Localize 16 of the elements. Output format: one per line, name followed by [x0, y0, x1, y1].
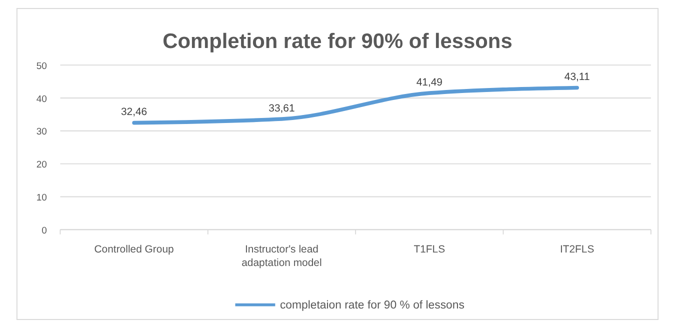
data-label: 41,49	[416, 77, 443, 88]
x-tick-label: Instructor's lead adaptation model	[242, 244, 322, 269]
legend-label: completaion rate for 90 % of lessons	[280, 300, 465, 312]
x-tick-label: IT2FLS	[560, 244, 594, 256]
y-tick-label: 40	[36, 94, 47, 105]
x-tick-label: T1FLS	[414, 244, 446, 256]
data-label: 43,11	[564, 72, 590, 84]
y-tick-label: 20	[36, 160, 47, 171]
x-tick-label: Controlled Group	[94, 244, 174, 256]
y-tick-label: 30	[36, 126, 47, 138]
y-tick-label: 0	[42, 225, 47, 236]
data-label: 32,46	[120, 107, 148, 118]
y-tick-label: 10	[36, 192, 47, 204]
y-tick-label: 50	[36, 60, 47, 72]
chart-title: Completion rate for 90% of lessons	[162, 30, 512, 53]
data-label: 33,61	[268, 103, 295, 114]
